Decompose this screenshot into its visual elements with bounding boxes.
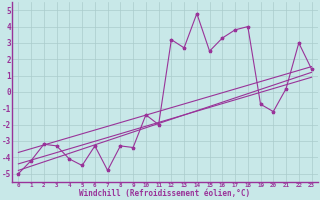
X-axis label: Windchill (Refroidissement éolien,°C): Windchill (Refroidissement éolien,°C) <box>79 189 251 198</box>
